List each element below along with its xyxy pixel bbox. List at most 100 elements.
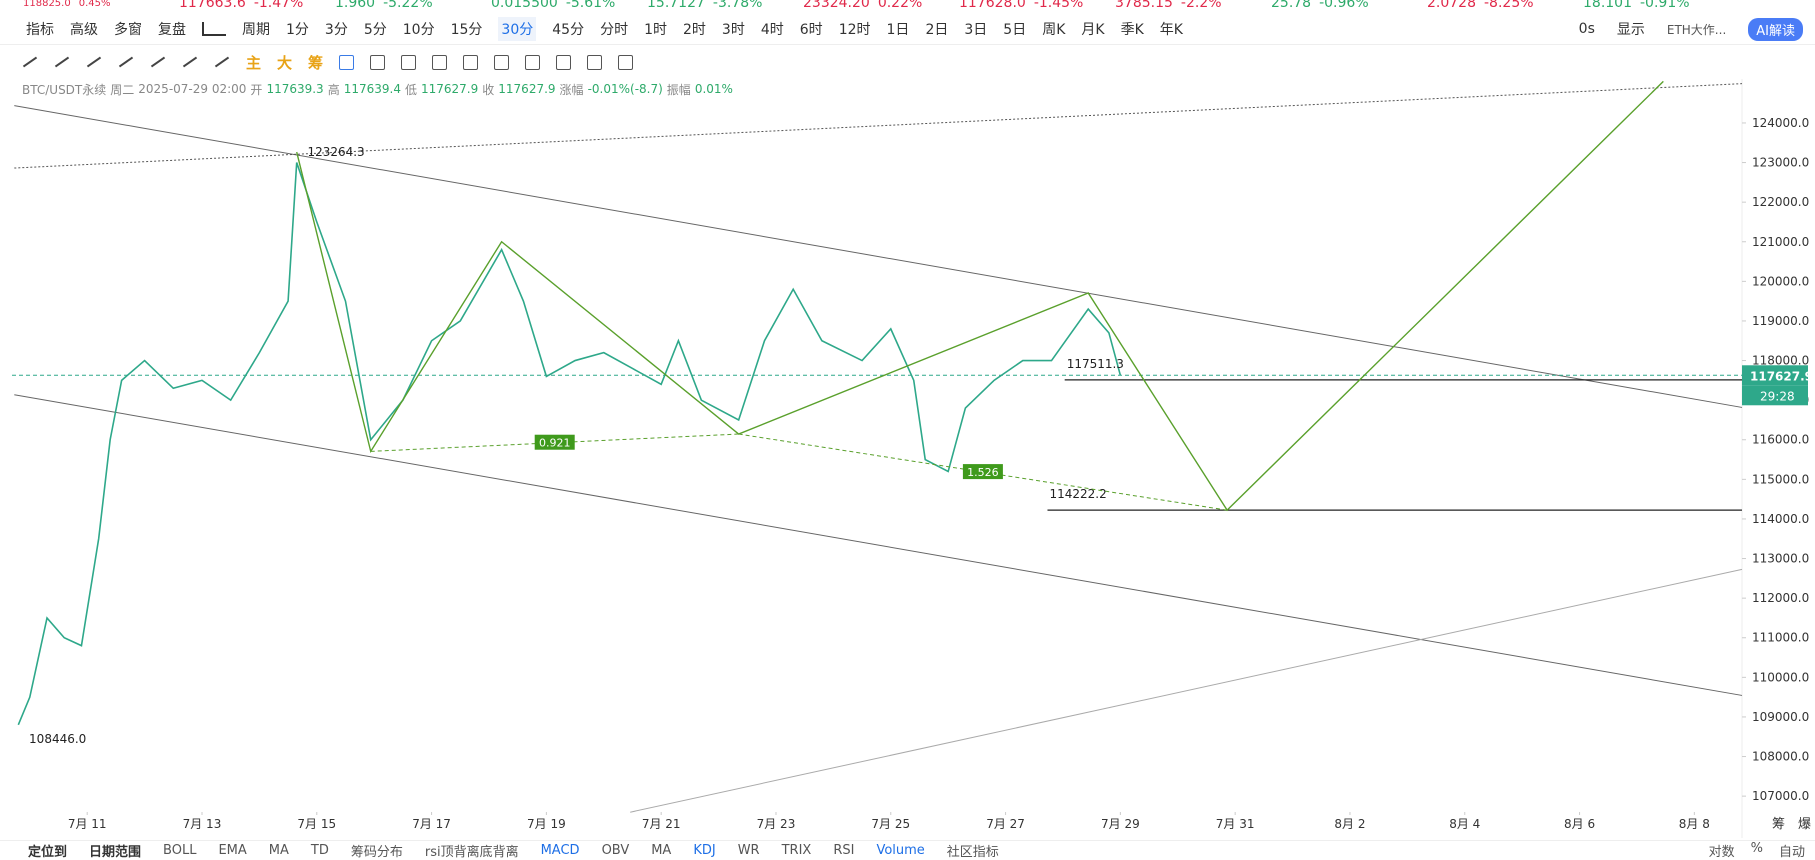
x-tick-label: 7月 27 [986, 817, 1025, 831]
ratio-box [962, 464, 1003, 480]
sub-indicator[interactable]: OBV [601, 843, 630, 858]
tool-icon[interactable] [556, 54, 572, 70]
ai-button[interactable]: AI解读 [1748, 17, 1803, 41]
chart-type-button[interactable] [202, 22, 226, 36]
period-option[interactable]: 30分 [498, 17, 537, 41]
ticker-item[interactable]: 25.78 -0.96% [1271, 0, 1369, 11]
main-indicator[interactable]: 筹码分布 [350, 845, 403, 860]
indicator-tool[interactable]: 筹 [308, 53, 324, 72]
x-tick-label: 7月 19 [527, 817, 566, 831]
main-indicator[interactable]: EMA [218, 843, 247, 858]
current-price-label: 117627.9 [1750, 369, 1813, 383]
sub-indicator[interactable]: WR [737, 843, 760, 858]
info-item: 117639.4 [343, 82, 401, 96]
bottom-button[interactable]: 定位到 [28, 845, 68, 860]
ticker-item[interactable]: 18.101 -0.91% [1583, 0, 1690, 11]
period-option[interactable]: 3日 [964, 22, 988, 38]
tool-icon[interactable] [370, 54, 386, 70]
tool-icon[interactable] [494, 54, 510, 70]
sub-indicator[interactable]: MA [651, 843, 672, 858]
x-tick-label: 7月 29 [1101, 817, 1140, 831]
bottom-right: 对数% 自动 [1709, 841, 1805, 860]
ticker-item[interactable]: 15.7127 -3.78% [647, 0, 762, 11]
period-option[interactable]: 3分 [324, 22, 348, 38]
period-option[interactable]: 1时 [644, 22, 667, 38]
menu-button[interactable]: 高级 [70, 22, 98, 38]
x-tick-label: 7月 31 [1216, 817, 1255, 831]
main-indicator[interactable]: BOLL [163, 843, 197, 858]
workspace-button[interactable]: ETH大作... [1666, 22, 1727, 37]
info-item: 周二 [110, 82, 135, 97]
trend-line [14, 105, 1743, 408]
period-option[interactable]: 3时 [721, 22, 745, 38]
period-option[interactable]: 4时 [760, 22, 784, 38]
sub-indicator[interactable]: TRIX [781, 843, 812, 858]
period-option[interactable]: 6时 [799, 22, 823, 38]
menu-button[interactable]: 复盘 [158, 22, 186, 38]
period-option[interactable]: 12时 [838, 22, 871, 38]
scale-option[interactable]: 对数 [1708, 845, 1735, 860]
ticker-item[interactable]: 3785.15 -2.2% [1115, 0, 1222, 11]
period-option[interactable]: 周K [1042, 22, 1066, 38]
bottom-button[interactable]: 日期范围 [89, 845, 142, 860]
main-indicator[interactable]: rsi顶背离底背离 [424, 845, 519, 860]
period-option[interactable]: 15分 [450, 22, 483, 38]
tool-icon[interactable] [618, 54, 634, 70]
toolbar-left: 指标 高级 多窗 复盘 周期 1分 3分 5分 10分 15分 30分 45分 分时 1时 2时 3时 4时 6时… [0, 17, 1183, 41]
period-option[interactable]: 5分 [363, 22, 387, 38]
sub-indicator[interactable]: MACD [540, 843, 580, 858]
scale-option[interactable]: 自动 [1778, 845, 1805, 860]
level-label: 114222.2 [1049, 487, 1106, 501]
ticker-price: 2.0728 [1427, 0, 1476, 11]
period-option[interactable]: 分时 [600, 22, 629, 38]
tool-icon[interactable] [339, 54, 355, 70]
sub-indicator[interactable]: RSI [833, 843, 855, 858]
tool-icon[interactable] [401, 54, 417, 70]
indicator-tool[interactable]: 大 [277, 53, 293, 72]
ticker-price: 1.960 [335, 0, 376, 11]
ticker-item[interactable]: 117628.0 -1.45% [959, 0, 1083, 11]
ticker-item[interactable]: 117663.6 -1.47% [179, 0, 303, 11]
x-tick-label: 7月 13 [183, 817, 222, 831]
tool-icon[interactable] [432, 54, 448, 70]
tool-icon[interactable] [463, 54, 479, 70]
period-option[interactable]: 季K [1120, 22, 1144, 38]
period-button[interactable]: 周期 [242, 22, 270, 38]
y-tick-label: 118000.0 [1752, 354, 1809, 368]
period-option[interactable]: 45分 [552, 22, 585, 38]
period-option[interactable]: 1日 [886, 22, 910, 38]
period-option[interactable]: 月K [1081, 22, 1105, 38]
menu-button[interactable]: 指标 [26, 22, 54, 38]
ratio-box [534, 434, 575, 450]
ticker-item[interactable]: 118825.0 0.45% [23, 0, 111, 9]
x-tick-label: 8月 4 [1449, 817, 1480, 831]
main-indicator[interactable]: TD [310, 843, 329, 858]
sub-indicator[interactable]: KDJ [693, 843, 716, 858]
y-tick-label: 109000.0 [1752, 710, 1809, 724]
tool-icon[interactable] [525, 54, 541, 70]
period-option[interactable]: 年K [1159, 22, 1183, 38]
countdown: 29:28 [1760, 389, 1795, 403]
ticker-item[interactable]: 1.960 -5.22% [335, 0, 433, 11]
period-option[interactable]: 1分 [286, 22, 309, 38]
ticker-item[interactable]: 0.015500 -5.61% [491, 0, 615, 11]
indicator-tool[interactable]: 主 [246, 53, 262, 72]
sub-indicator[interactable]: Volume [876, 843, 925, 858]
period-option[interactable]: 5日 [1003, 22, 1027, 38]
info-item: 低 [404, 82, 417, 97]
y-tick-label: 110000.0 [1752, 670, 1809, 684]
menu-button[interactable]: 多窗 [114, 22, 142, 38]
sub-indicator[interactable]: 社区指标 [946, 845, 999, 860]
y-tick-label: 107000.0 [1752, 789, 1809, 803]
period-option[interactable]: 10分 [402, 22, 435, 38]
period-option[interactable]: 2日 [925, 22, 949, 38]
ticker-item[interactable]: 23324.20 0.22% [803, 0, 922, 11]
display-button[interactable]: 显示 [1616, 22, 1645, 38]
tool-icon[interactable] [587, 54, 603, 70]
scale-option[interactable]: % [1750, 841, 1763, 856]
main-indicator[interactable]: MA [268, 843, 289, 858]
ticker-item[interactable]: 2.0728 -8.25% [1427, 0, 1534, 11]
ticker-price: 0.015500 [491, 0, 558, 11]
ticker-change: -5.22% [383, 0, 433, 11]
period-option[interactable]: 2时 [683, 22, 706, 38]
